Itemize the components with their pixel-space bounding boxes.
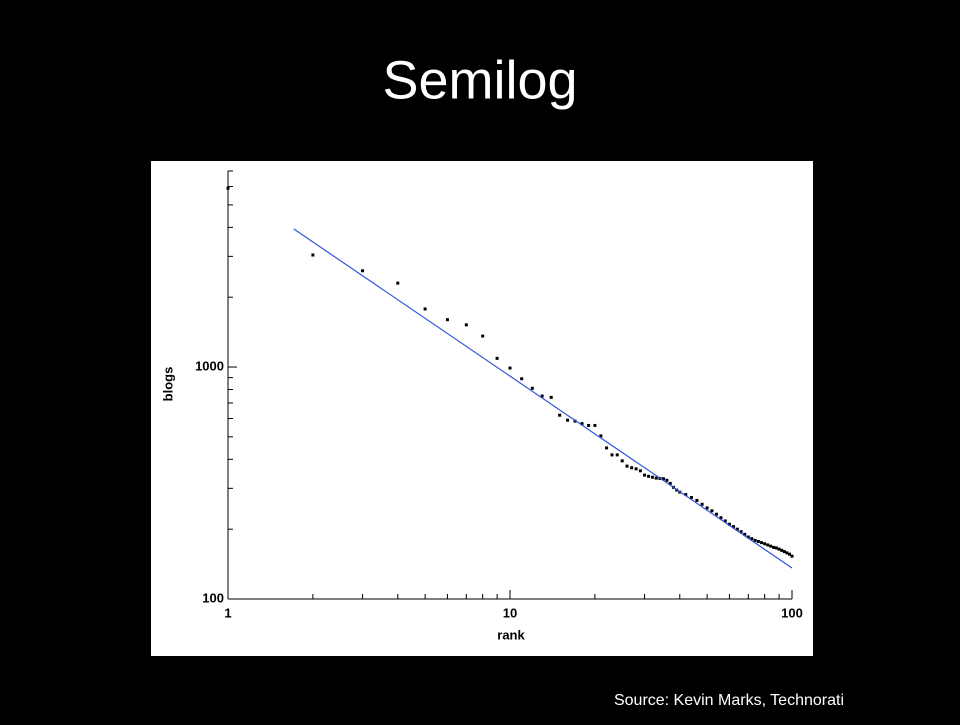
data-point [766,543,770,547]
data-point [549,395,553,399]
data-point [769,544,773,548]
data-point [654,476,658,480]
data-point [763,542,767,546]
data-point [695,498,699,502]
data-point [634,467,638,471]
data-point [715,512,719,516]
data-point [739,530,743,534]
data-point [665,478,669,482]
data-point [777,547,781,551]
data-point [558,413,562,417]
data-point [615,453,619,457]
data-point [495,356,499,360]
data-point [643,473,647,477]
data-point [599,434,603,438]
data-point [753,538,757,542]
data-point [445,318,449,322]
data-point [361,269,365,273]
data-point [605,446,609,450]
x-tick-label: 1 [224,605,231,620]
data-point [710,509,714,513]
plot-panel [151,161,813,656]
data-point [756,539,760,543]
data-point [481,334,485,338]
data-point [750,537,754,541]
data-point [746,535,750,539]
data-point [587,423,591,427]
data-point [772,545,776,549]
data-point [638,469,642,473]
x-axis-label: rank [497,627,525,642]
data-point [540,394,544,398]
data-point [650,475,654,479]
data-point [790,554,794,558]
x-tick-label: 10 [503,605,517,620]
data-point [735,527,739,531]
source-note: Source: Kevin Marks, Technorati [614,692,844,709]
data-point [630,466,634,470]
data-point [620,459,624,463]
y-tick-label: 100 [202,590,224,605]
data-point [311,253,315,257]
data-point [774,546,778,550]
data-point [593,423,597,427]
data-point [464,323,468,327]
data-point [743,532,747,536]
data-point [530,386,534,390]
data-point [788,552,792,556]
data-point [782,550,786,554]
data-point [689,495,693,499]
data-point [520,377,524,381]
data-point [661,477,665,481]
data-point [647,474,651,478]
data-point [580,422,584,426]
data-point [723,519,727,523]
slide-title: Semilog [382,50,577,110]
data-point [727,522,731,526]
data-point [780,548,784,552]
data-point [566,418,570,422]
x-tick-label: 100 [781,605,803,620]
data-point [226,186,230,190]
y-axis-label: blogs [160,367,175,402]
data-point [705,506,709,510]
data-point [610,453,614,457]
data-point [700,502,704,506]
data-point [508,366,512,370]
y-tick-label: 1000 [195,358,224,373]
data-point [785,551,789,555]
data-point [731,525,735,529]
data-point [719,516,723,520]
data-point [423,307,427,311]
data-point [396,281,400,285]
fit-line [293,228,793,569]
data-point [668,481,672,485]
data-point [760,541,764,545]
data-point [684,493,688,497]
data-point [625,464,629,468]
